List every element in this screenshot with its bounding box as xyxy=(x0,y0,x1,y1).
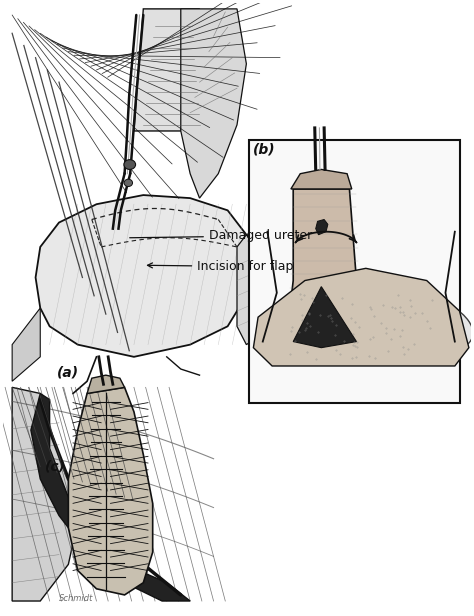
Polygon shape xyxy=(316,219,328,235)
Polygon shape xyxy=(134,9,200,131)
Text: Damaged ureter: Damaged ureter xyxy=(130,230,312,243)
Text: (a): (a) xyxy=(57,365,79,379)
Text: (c): (c) xyxy=(45,460,66,474)
Polygon shape xyxy=(291,169,352,189)
Bar xyxy=(249,140,459,403)
Polygon shape xyxy=(286,189,364,347)
Text: (b): (b) xyxy=(254,142,276,156)
Polygon shape xyxy=(237,235,274,344)
Polygon shape xyxy=(181,9,246,198)
Ellipse shape xyxy=(371,294,473,353)
Polygon shape xyxy=(293,286,356,347)
Ellipse shape xyxy=(124,160,136,169)
Ellipse shape xyxy=(124,179,133,187)
Text: Schmidt: Schmidt xyxy=(59,594,93,603)
Polygon shape xyxy=(12,308,40,381)
Polygon shape xyxy=(254,269,469,366)
Text: Incision for flap: Incision for flap xyxy=(147,260,293,273)
Polygon shape xyxy=(12,387,78,601)
Polygon shape xyxy=(36,195,251,357)
Polygon shape xyxy=(87,375,125,394)
Polygon shape xyxy=(68,387,153,595)
Polygon shape xyxy=(31,394,190,601)
